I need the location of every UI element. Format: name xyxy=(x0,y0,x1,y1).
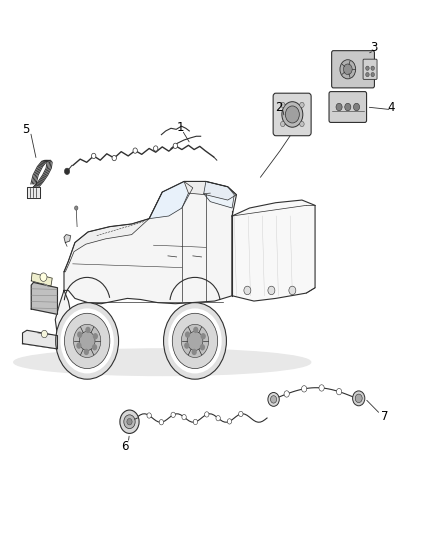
Circle shape xyxy=(64,313,110,368)
Circle shape xyxy=(300,102,304,108)
Circle shape xyxy=(182,415,186,420)
Circle shape xyxy=(172,313,218,368)
Circle shape xyxy=(171,412,175,417)
Circle shape xyxy=(366,72,369,77)
Circle shape xyxy=(120,410,139,433)
Circle shape xyxy=(74,206,78,210)
Text: 7: 7 xyxy=(381,410,389,423)
Circle shape xyxy=(85,327,91,333)
Circle shape xyxy=(371,72,374,77)
FancyBboxPatch shape xyxy=(363,59,377,79)
Polygon shape xyxy=(64,235,71,243)
Circle shape xyxy=(336,103,342,111)
Text: 1: 1 xyxy=(177,120,184,134)
Circle shape xyxy=(112,156,117,161)
Circle shape xyxy=(353,103,360,111)
Circle shape xyxy=(60,309,114,374)
Circle shape xyxy=(127,418,132,425)
Circle shape xyxy=(133,148,138,154)
Circle shape xyxy=(300,122,304,127)
Polygon shape xyxy=(27,187,40,198)
Circle shape xyxy=(200,344,205,351)
Circle shape xyxy=(76,342,81,349)
Circle shape xyxy=(371,66,374,70)
Circle shape xyxy=(205,412,209,417)
Circle shape xyxy=(124,415,135,429)
Circle shape xyxy=(216,416,220,421)
Circle shape xyxy=(77,332,82,338)
Circle shape xyxy=(159,419,163,425)
Circle shape xyxy=(93,333,98,340)
Circle shape xyxy=(40,273,47,281)
Circle shape xyxy=(366,66,369,70)
FancyBboxPatch shape xyxy=(273,93,311,136)
Text: 2: 2 xyxy=(276,101,283,114)
Circle shape xyxy=(319,385,324,391)
Circle shape xyxy=(281,122,285,127)
Circle shape xyxy=(289,286,296,295)
Polygon shape xyxy=(22,181,237,349)
Circle shape xyxy=(353,391,365,406)
Ellipse shape xyxy=(14,349,311,375)
Circle shape xyxy=(271,395,277,403)
Circle shape xyxy=(301,386,307,392)
Text: 3: 3 xyxy=(370,41,378,54)
Circle shape xyxy=(185,332,190,338)
Circle shape xyxy=(41,330,47,338)
Circle shape xyxy=(340,60,356,79)
Polygon shape xyxy=(64,219,149,272)
Polygon shape xyxy=(204,181,234,208)
Polygon shape xyxy=(184,181,237,200)
Circle shape xyxy=(201,333,206,340)
Polygon shape xyxy=(31,282,57,314)
FancyBboxPatch shape xyxy=(329,92,367,123)
Circle shape xyxy=(227,419,232,424)
Circle shape xyxy=(284,391,289,397)
Polygon shape xyxy=(149,181,193,219)
Circle shape xyxy=(193,327,198,333)
Circle shape xyxy=(168,309,222,374)
Text: 4: 4 xyxy=(388,101,395,114)
Circle shape xyxy=(173,143,177,149)
Circle shape xyxy=(268,286,275,295)
Circle shape xyxy=(184,342,189,349)
Circle shape xyxy=(64,168,70,174)
Circle shape xyxy=(56,303,119,379)
Circle shape xyxy=(343,64,352,75)
Circle shape xyxy=(153,146,158,151)
Circle shape xyxy=(355,394,362,402)
Circle shape xyxy=(193,419,198,425)
Circle shape xyxy=(345,103,351,111)
Circle shape xyxy=(239,411,243,417)
Text: 6: 6 xyxy=(121,440,129,453)
Circle shape xyxy=(147,413,151,418)
FancyBboxPatch shape xyxy=(332,51,374,88)
Circle shape xyxy=(244,286,251,295)
Circle shape xyxy=(336,389,342,395)
Circle shape xyxy=(84,349,89,355)
Circle shape xyxy=(163,303,226,379)
Text: 5: 5 xyxy=(22,123,30,136)
Circle shape xyxy=(281,102,285,108)
Circle shape xyxy=(74,325,101,358)
Circle shape xyxy=(191,349,197,355)
Circle shape xyxy=(268,392,279,406)
Circle shape xyxy=(79,332,95,351)
Circle shape xyxy=(92,344,97,351)
Circle shape xyxy=(181,325,208,358)
Circle shape xyxy=(286,106,299,123)
Polygon shape xyxy=(31,273,52,286)
Circle shape xyxy=(187,332,203,351)
Circle shape xyxy=(282,102,303,127)
Polygon shape xyxy=(232,200,315,301)
Polygon shape xyxy=(22,330,57,349)
Circle shape xyxy=(92,154,96,159)
